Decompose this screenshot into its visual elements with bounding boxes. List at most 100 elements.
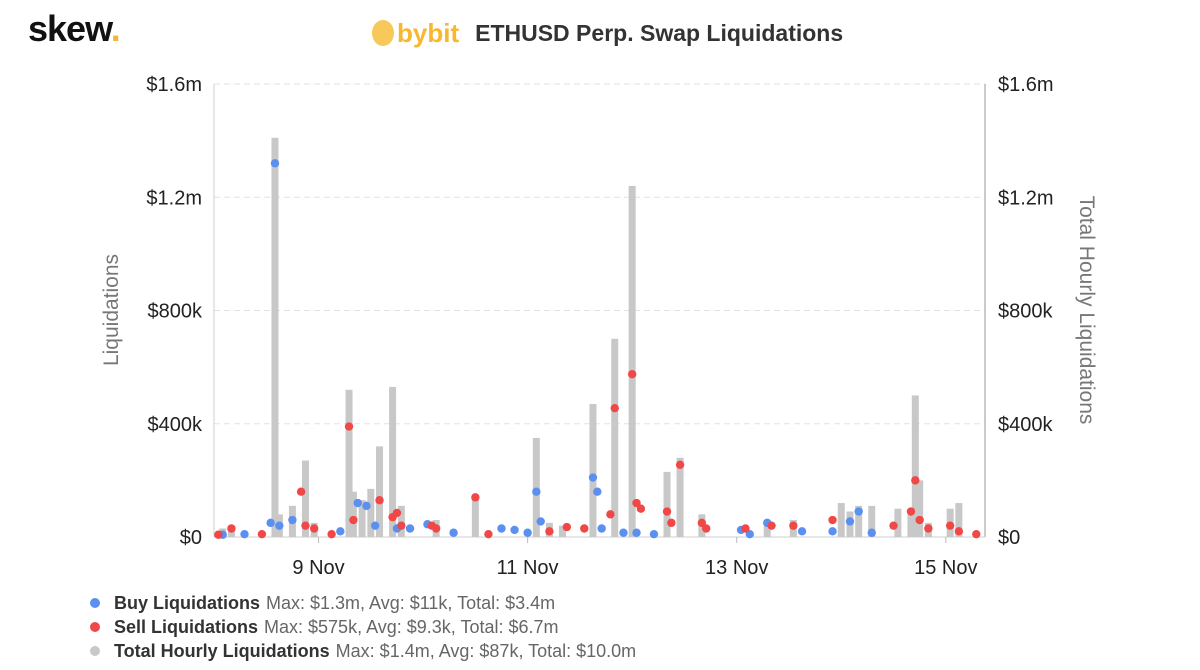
- point-sell: [632, 498, 641, 508]
- x-tick-label: 15 Nov: [914, 557, 977, 579]
- point-sell: [889, 521, 898, 530]
- point-buy: [536, 517, 545, 526]
- point-sell: [349, 515, 358, 525]
- y2-tick-label: $1.2m: [998, 187, 1054, 209]
- bar-total: [301, 460, 309, 537]
- bar-total: [663, 471, 671, 537]
- point-buy: [497, 524, 506, 533]
- legend: Buy Liquidations Max: $1.3m, Avg: $11k, …: [90, 591, 636, 663]
- point-sell: [296, 487, 306, 496]
- bar-total: [911, 395, 919, 537]
- legend-dot-buy: [90, 598, 100, 608]
- point-sell: [945, 521, 955, 530]
- y-tick-label: $1.6m: [146, 74, 202, 96]
- point-sell: [662, 507, 672, 516]
- y2-axis-title: Total Hourly Liquidations: [1075, 196, 1098, 425]
- point-buy: [362, 501, 371, 511]
- x-tick-label: 11 Nov: [497, 557, 559, 579]
- point-sell: [301, 521, 310, 530]
- point-sell: [309, 524, 319, 533]
- y-tick-label: $1.2m: [146, 187, 202, 209]
- legend-stats: Max: $1.4m, Avg: $87k, Total: $10.0m: [335, 640, 637, 661]
- legend-item-sell[interactable]: Sell Liquidations Max: $575k, Avg: $9.3k…: [90, 615, 636, 639]
- bar-total: [389, 386, 397, 537]
- legend-name: Buy Liquidations: [114, 592, 260, 613]
- point-buy: [845, 517, 855, 526]
- bar-total: [955, 503, 963, 537]
- point-buy: [510, 525, 519, 535]
- point-sell: [257, 529, 267, 539]
- bar-total: [367, 488, 375, 537]
- point-buy: [632, 528, 641, 537]
- legend-stats: Max: $1.3m, Avg: $11k, Total: $3.4m: [266, 592, 556, 613]
- bar-total: [589, 403, 597, 537]
- point-sell: [392, 508, 402, 518]
- point-sell: [741, 524, 750, 533]
- bar-total: [916, 480, 924, 537]
- y-tick-label: $800k: [148, 301, 203, 323]
- y-tick-label: $400k: [148, 414, 203, 436]
- point-sell: [227, 524, 236, 533]
- bar-total: [349, 491, 357, 537]
- bar-total: [358, 500, 366, 537]
- point-sell: [344, 422, 354, 431]
- skew-logo: skew.: [28, 8, 121, 50]
- point-buy: [828, 527, 837, 536]
- bybit-logo: bybit: [372, 18, 459, 49]
- brand-name: skew: [28, 8, 112, 49]
- point-buy: [797, 527, 807, 536]
- legend-stats: Max: $575k, Avg: $9.3k, Total: $6.7m: [264, 616, 559, 637]
- bybit-coin-icon: [372, 20, 394, 46]
- point-sell: [924, 524, 933, 533]
- point-sell: [972, 529, 981, 539]
- y2-tick-label: $1.6m: [998, 74, 1054, 96]
- bar-total: [611, 338, 619, 537]
- point-buy: [266, 518, 275, 528]
- y-axis-title: Liquidations: [100, 254, 123, 366]
- point-sell: [911, 476, 920, 485]
- point-buy: [597, 524, 606, 533]
- bar-total: [471, 494, 479, 537]
- y-tick-label: $0: [180, 527, 202, 549]
- point-buy: [240, 529, 249, 539]
- point-sell: [906, 507, 916, 516]
- bar-total: [397, 505, 405, 537]
- point-sell: [954, 527, 964, 536]
- point-sell: [697, 518, 707, 528]
- chart-title: ETHUSD Perp. Swap Liquidations: [475, 19, 844, 46]
- point-buy: [405, 524, 415, 533]
- legend-name: Sell Liquidations: [114, 616, 259, 637]
- bar-total: [271, 137, 279, 537]
- point-buy: [353, 498, 362, 508]
- bar-total: [628, 185, 636, 538]
- point-sell: [667, 518, 676, 528]
- x-tick-label: 9 Nov: [292, 557, 344, 579]
- point-buy: [532, 487, 541, 496]
- point-buy: [523, 528, 532, 537]
- point-sell: [606, 510, 615, 519]
- legend-item-buy[interactable]: Buy Liquidations Max: $1.3m, Avg: $11k, …: [90, 591, 636, 615]
- y2-tick-label: $800k: [998, 301, 1053, 323]
- point-sell: [562, 522, 572, 532]
- point-sell: [545, 527, 554, 536]
- point-sell: [767, 521, 776, 530]
- bar-total: [837, 503, 845, 537]
- point-sell: [375, 495, 384, 505]
- point-sell: [397, 521, 406, 530]
- bybit-wordmark: bybit: [397, 17, 460, 48]
- point-buy: [288, 515, 297, 525]
- bar-total: [376, 446, 384, 537]
- brand-dot: .: [110, 8, 121, 49]
- bar-total: [345, 389, 353, 537]
- bar-total: [763, 520, 771, 537]
- point-sell: [627, 370, 637, 379]
- bar-total: [894, 508, 902, 537]
- point-sell: [789, 521, 798, 530]
- legend-item-total[interactable]: Total Hourly Liquidations Max: $1.4m, Av…: [90, 639, 636, 663]
- point-buy: [593, 487, 602, 496]
- point-sell: [471, 493, 480, 502]
- bar-total: [558, 525, 566, 537]
- point-sell: [915, 515, 924, 525]
- y2-tick-label: $400k: [998, 414, 1053, 436]
- point-sell: [675, 460, 685, 470]
